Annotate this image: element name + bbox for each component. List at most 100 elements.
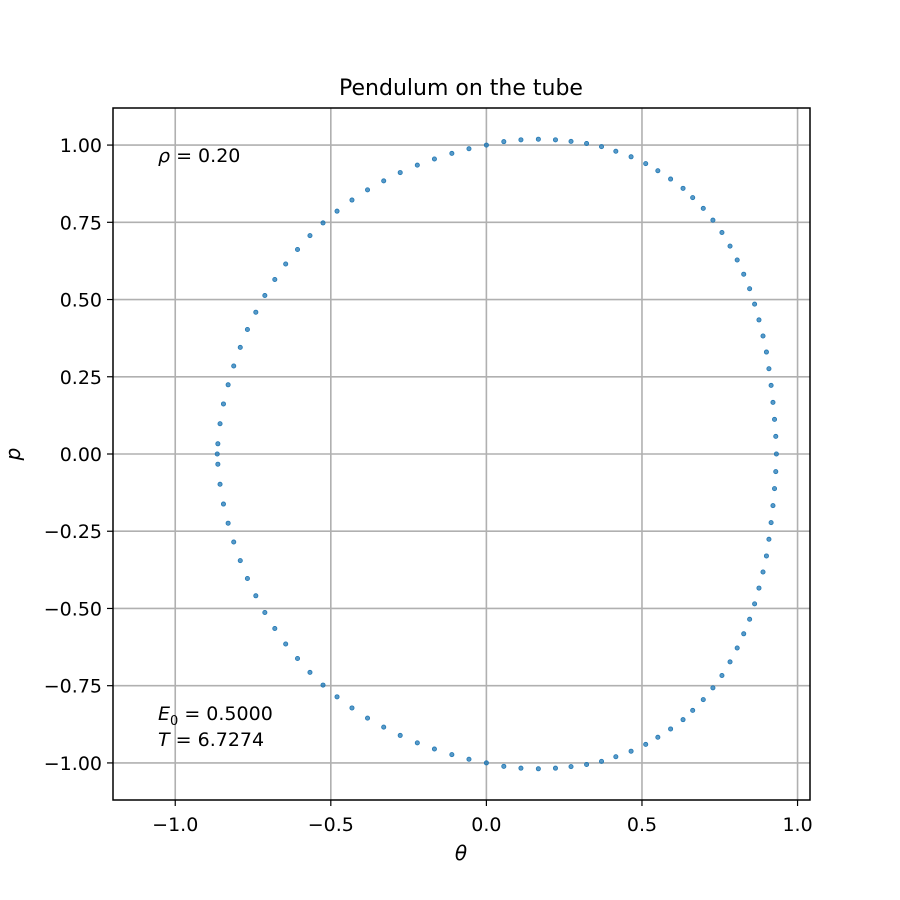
scatter-point [770, 399, 776, 405]
scatter-point [741, 271, 747, 277]
y-tick-label: −0.75 [44, 676, 102, 698]
x-axis-label: θ [455, 841, 467, 865]
scatter-point [466, 756, 472, 762]
x-tick-label: 1.0 [782, 814, 812, 836]
scatter-point [365, 187, 371, 193]
scatter-point [307, 669, 313, 675]
scatter-point [449, 150, 455, 156]
energy-subscript: 0 [170, 714, 178, 729]
period-symbol: T [158, 729, 171, 751]
scatter-point [253, 309, 259, 315]
scatter-point [734, 645, 740, 651]
scatter-point [535, 136, 541, 142]
scatter-point [690, 195, 696, 201]
x-tick-label: 0.0 [471, 814, 501, 836]
scatter-point [773, 451, 779, 457]
scatter-point [727, 243, 733, 249]
x-tick-label: −0.5 [308, 814, 354, 836]
scatter-point [710, 685, 716, 691]
scatter-point [643, 741, 649, 747]
scatter-point [262, 609, 268, 615]
scatter-point [719, 229, 725, 235]
scatter-point [599, 144, 605, 150]
scatter-point [381, 724, 387, 730]
scatter-point [770, 503, 776, 509]
scatter-point [756, 585, 762, 591]
grid [113, 108, 810, 800]
scatter-point [215, 461, 221, 467]
scatter-point [225, 382, 231, 388]
scatter-point [628, 154, 634, 160]
scatter-point [741, 631, 747, 637]
scatter-point [220, 501, 226, 507]
chart-title: Pendulum on the tube [339, 76, 583, 101]
scatter-point [237, 344, 243, 350]
rho-annotation: ρ = 0.20 [158, 145, 240, 167]
scatter-point [283, 641, 289, 647]
y-tick-label: −0.50 [44, 598, 102, 620]
energy-symbol: E [158, 703, 170, 725]
scatter-point [756, 317, 762, 323]
scatter-point [655, 734, 661, 740]
scatter-point [584, 141, 590, 147]
scatter-point [217, 421, 223, 427]
y-tick-label: 0.50 [60, 290, 102, 312]
scatter-point [752, 601, 758, 607]
scatter-point [295, 656, 301, 662]
scatter-point [700, 205, 706, 211]
scatter-point [244, 575, 250, 581]
rho-value: = 0.20 [170, 145, 240, 167]
scatter-point [727, 659, 733, 665]
scatter-point [747, 286, 753, 292]
scatter-point [431, 156, 437, 162]
scatter-point [752, 301, 758, 307]
scatter-point [760, 333, 766, 339]
scatter-point [680, 185, 686, 191]
scatter-point [214, 451, 220, 457]
scatter-point [320, 682, 326, 688]
y-tick-label: 0.75 [60, 212, 102, 234]
scatter-points [214, 136, 779, 772]
energy-value: = 0.5000 [178, 703, 272, 725]
scatter-point [568, 138, 574, 144]
scatter-point [231, 363, 237, 369]
scatter-point [217, 481, 223, 487]
scatter-point [535, 766, 541, 772]
scatter-point [772, 486, 778, 492]
scatter-point [747, 616, 753, 622]
scatter-point [613, 754, 619, 760]
y-tick-label: −1.00 [44, 753, 102, 775]
scatter-point [381, 178, 387, 184]
x-tick-label: −1.0 [152, 814, 198, 836]
scatter-point [599, 758, 605, 764]
scatter-point [365, 715, 371, 721]
scatter-point [414, 740, 420, 746]
scatter-point [397, 170, 403, 176]
x-tick-label: 0.5 [627, 814, 657, 836]
y-tick-label: 0.00 [60, 444, 102, 466]
axis-ticks: −1.0 −0.5 0.0 0.5 1.0 1.00 0.75 0.50 0.25 0.00 −0.… [44, 135, 813, 836]
scatter-point [501, 763, 507, 769]
scatter-point [349, 197, 355, 203]
period-value: = 6.7274 [170, 729, 264, 751]
scatter-point [225, 520, 231, 526]
scatter-point [262, 293, 268, 299]
scatter-point [334, 694, 340, 700]
scatter-point [772, 416, 778, 422]
scatter-point [253, 593, 259, 599]
scatter-point [501, 139, 507, 145]
scatter-point [719, 673, 725, 679]
scatter-point [643, 161, 649, 167]
scatter-point [231, 539, 237, 545]
scatter-point [466, 146, 472, 152]
scatter-point [628, 748, 634, 754]
scatter-point [773, 469, 779, 475]
scatter-point [483, 760, 489, 766]
scatter-point [272, 276, 278, 282]
scatter-point [700, 697, 706, 703]
scatter-point [668, 176, 674, 182]
scatter-point [568, 764, 574, 770]
y-axis-label: p [1, 448, 25, 462]
